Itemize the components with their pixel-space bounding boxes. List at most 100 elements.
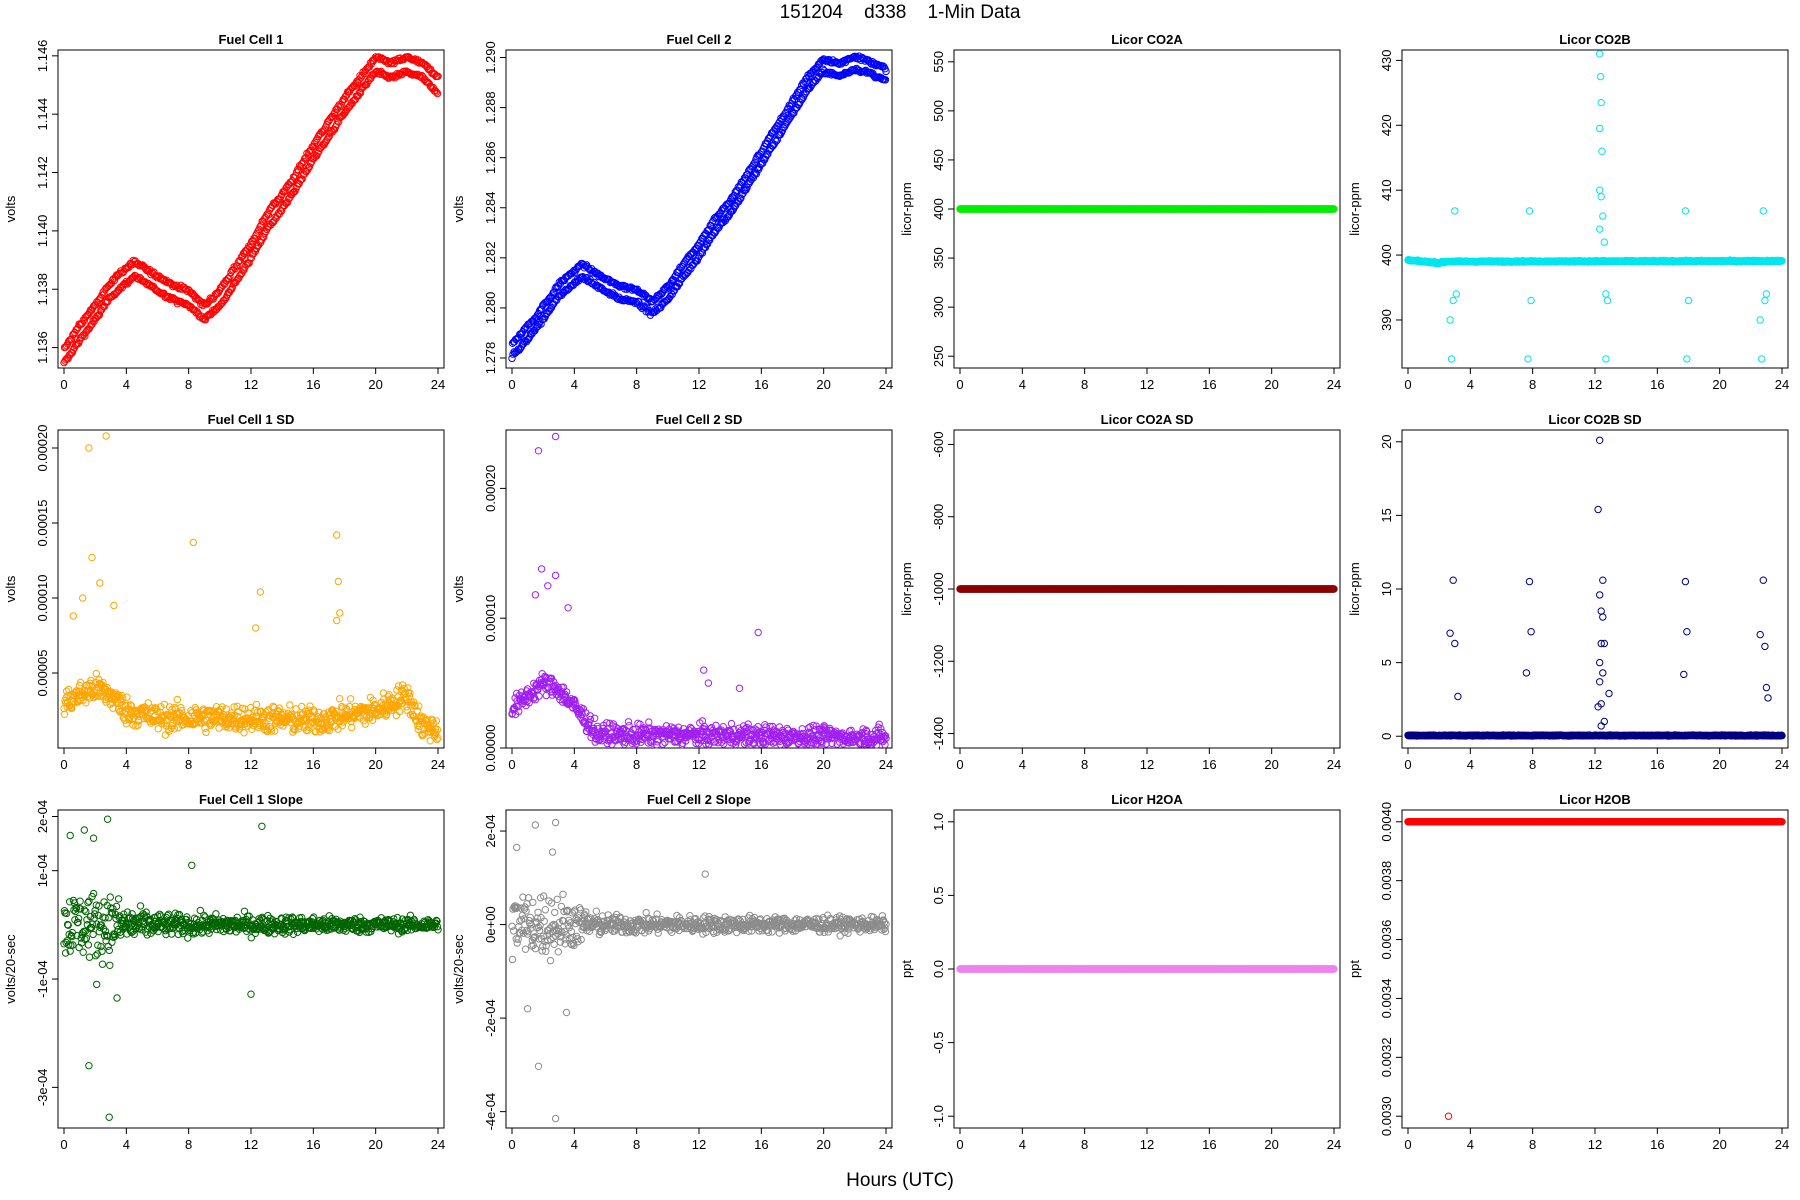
outlier-point [1452, 290, 1461, 298]
plot-frame [1401, 49, 1789, 369]
outlier-point [1525, 207, 1534, 215]
x-tick-label: 8 [185, 377, 192, 392]
x-tick-label: 16 [1202, 757, 1216, 772]
data-point [264, 211, 273, 219]
x-tick-label: 24 [1327, 757, 1341, 772]
data-point [677, 264, 685, 272]
x-tick-label: 24 [431, 377, 445, 392]
y-tick-label: 1.288 [483, 91, 498, 124]
outlier-point [69, 612, 78, 620]
outlier-point [1596, 50, 1604, 58]
x-tick-label: 16 [306, 757, 320, 772]
y-axis-label: licor-ppm [1347, 182, 1362, 235]
x-tick-label: 16 [1202, 377, 1216, 392]
data-point [252, 231, 260, 239]
x-tick-label: 24 [879, 377, 893, 392]
outlier-point [252, 624, 260, 632]
outlier-point [79, 594, 87, 602]
x-tick-label: 12 [692, 377, 706, 392]
y-tick-label: 0.00020 [35, 425, 50, 472]
data-point [789, 109, 797, 118]
outlier-point [551, 571, 560, 580]
data-point [728, 207, 737, 215]
data-point [790, 109, 798, 117]
outlier-point [88, 553, 96, 562]
data-point [820, 55, 829, 63]
y-tick-label: 0.00010 [483, 595, 498, 642]
x-tick-label: 20 [816, 377, 830, 392]
outlier-point [256, 588, 265, 596]
x-tick-label: 4 [1019, 757, 1026, 772]
y-tick-label: 1.140 [35, 215, 50, 248]
series-points [60, 432, 442, 745]
data-point [727, 719, 736, 728]
y-tick-label: 0.00020 [483, 465, 498, 512]
data-point [520, 325, 528, 334]
x-tick-label: 4 [123, 377, 130, 392]
x-tick-label: 4 [1019, 377, 1026, 392]
x-tick-label: 16 [754, 757, 768, 772]
x-tick-label: 8 [1529, 377, 1536, 392]
x-tick-label: 16 [306, 377, 320, 392]
data-point [173, 695, 182, 704]
data-point [98, 304, 107, 312]
panel-fc2: Fuel Cell 20 4 8 12 16 20 241.2781.2801.2821.2… [451, 32, 893, 392]
outlier-point [1596, 225, 1604, 233]
outlier-point [1527, 296, 1535, 305]
data-point [68, 335, 76, 343]
data-point [257, 221, 265, 229]
x-tick-label: 20 [1264, 757, 1278, 772]
panel-title: Licor CO2B [1559, 32, 1631, 47]
outlier-point [1681, 207, 1690, 215]
data-point [776, 117, 784, 126]
data-point [636, 302, 644, 310]
data-point [625, 722, 633, 730]
y-tick-label: 0.00010 [35, 575, 50, 622]
data-point [284, 198, 292, 206]
outlier-point [96, 579, 104, 587]
data-point [64, 354, 72, 363]
data-point [523, 325, 531, 333]
y-tick-label: 500 [931, 100, 946, 122]
data-point [202, 728, 210, 737]
panel-co2asd: Licor CO2A SD0 4 8 12 16 20 24-1400-1200-1000-… [899, 412, 1341, 772]
x-tick-label: 4 [1467, 377, 1474, 392]
data-point [236, 256, 245, 264]
data-point [221, 295, 230, 303]
outlier-point [85, 444, 93, 452]
data-point [801, 78, 809, 86]
data-point [881, 76, 890, 84]
x-tick-label: 20 [368, 757, 382, 772]
data-point [348, 723, 356, 732]
data-point [78, 333, 86, 341]
outlier-point [1756, 316, 1764, 324]
panel-title: Fuel Cell 1 SD [208, 412, 295, 427]
series-points [956, 205, 1338, 213]
data-point [94, 312, 103, 320]
y-tick-label: 1.136 [35, 331, 50, 364]
panel-title: Licor CO2A [1111, 32, 1183, 47]
data-point [215, 724, 223, 732]
y-tick-label: -1000 [931, 572, 946, 605]
y-axis-label: volts [3, 195, 18, 222]
x-tick-label: 8 [1081, 377, 1088, 392]
plot-frame [505, 49, 893, 369]
x-tick-label: 12 [692, 757, 706, 772]
data-point [92, 669, 101, 678]
data-point [788, 111, 796, 119]
x-tick-label: 24 [431, 757, 445, 772]
data-point [705, 225, 713, 234]
y-tick-label: 550 [931, 51, 946, 73]
outlier-point [735, 684, 744, 692]
data-point [336, 695, 344, 703]
outlier-point [1758, 355, 1766, 363]
data-point [432, 88, 441, 96]
outlier-point [333, 616, 341, 625]
x-tick-label: 4 [571, 757, 578, 772]
data-point [304, 164, 313, 172]
y-axis-label: volts [451, 195, 466, 222]
y-tick-label: 420 [1379, 114, 1394, 136]
plot-frame [57, 49, 445, 369]
